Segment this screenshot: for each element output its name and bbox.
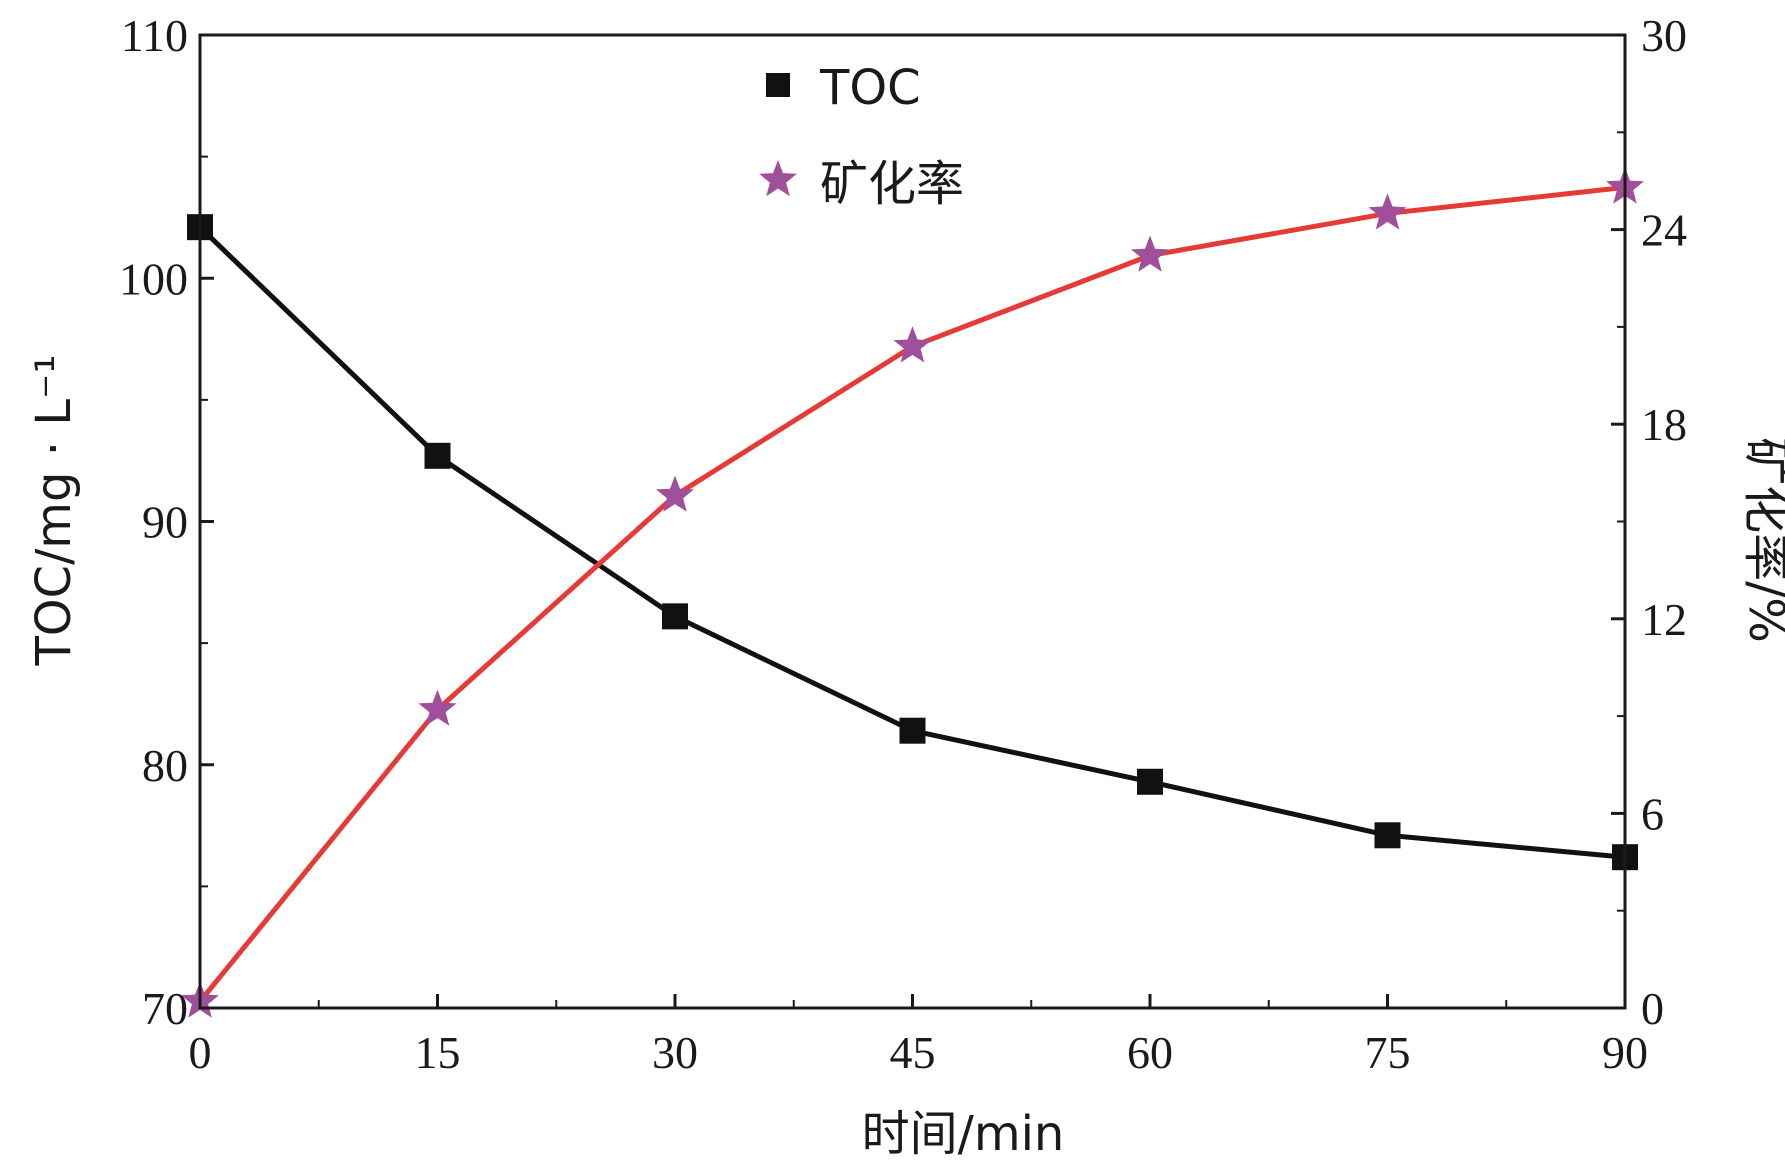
y-right-tick-label: 0 xyxy=(1641,983,1664,1034)
y-left-tick-label: 90 xyxy=(142,497,188,548)
plot-layer xyxy=(181,167,1644,1018)
y-left-tick-label: 110 xyxy=(121,10,188,61)
legend-label-toc: TOC xyxy=(819,60,921,116)
x-tick-label: 45 xyxy=(890,1027,936,1078)
x-tick-label: 30 xyxy=(652,1027,698,1078)
legend-label-mineralization: 矿化率 xyxy=(820,156,964,212)
series-line-mineralization xyxy=(198,184,1626,1004)
y-left-tick-label: 80 xyxy=(142,740,188,791)
data-point-toc xyxy=(899,717,926,744)
legend-marker-mineralization xyxy=(759,160,797,197)
x-tick-label: 90 xyxy=(1602,1027,1648,1078)
y-axis-title-left: TOC/mg · L⁻¹ xyxy=(26,354,82,666)
y-left-tick-label: 100 xyxy=(119,253,188,304)
y-axis-title-right: 矿化率/% xyxy=(1738,437,1785,643)
x-axis-title: 时间/min xyxy=(862,1106,1065,1162)
data-point-toc xyxy=(1137,768,1163,795)
y-left-tick-label: 70 xyxy=(142,983,188,1034)
legend-marker-toc xyxy=(766,73,790,97)
data-point-mineralization xyxy=(1131,235,1169,272)
axes-layer: 0 15 30 45 60 75 90 70 80 90 100 110 0 6 12 18 24 30 xyxy=(119,10,1687,1078)
data-point-mineralization xyxy=(656,475,694,512)
y-right-tick-label: 6 xyxy=(1641,788,1664,839)
x-tick-label: 75 xyxy=(1365,1027,1411,1078)
data-point-toc xyxy=(662,603,688,630)
legend: TOC 矿化率 xyxy=(759,60,964,212)
x-tick-label: 15 xyxy=(415,1027,461,1078)
y-right-tick-label: 30 xyxy=(1641,10,1687,61)
data-point-mineralization xyxy=(893,326,932,363)
data-point-mineralization xyxy=(1368,193,1407,230)
y-right-tick-label: 24 xyxy=(1641,205,1687,256)
y-right-tick-label: 18 xyxy=(1641,399,1687,450)
series-line-toc xyxy=(198,225,1626,860)
data-point-mineralization xyxy=(418,689,457,726)
y-right-tick-label: 12 xyxy=(1641,594,1687,645)
data-point-toc xyxy=(1374,822,1401,849)
x-tick-label: 60 xyxy=(1127,1027,1173,1078)
data-point-toc xyxy=(424,442,451,469)
x-tick-label: 0 xyxy=(189,1027,212,1078)
